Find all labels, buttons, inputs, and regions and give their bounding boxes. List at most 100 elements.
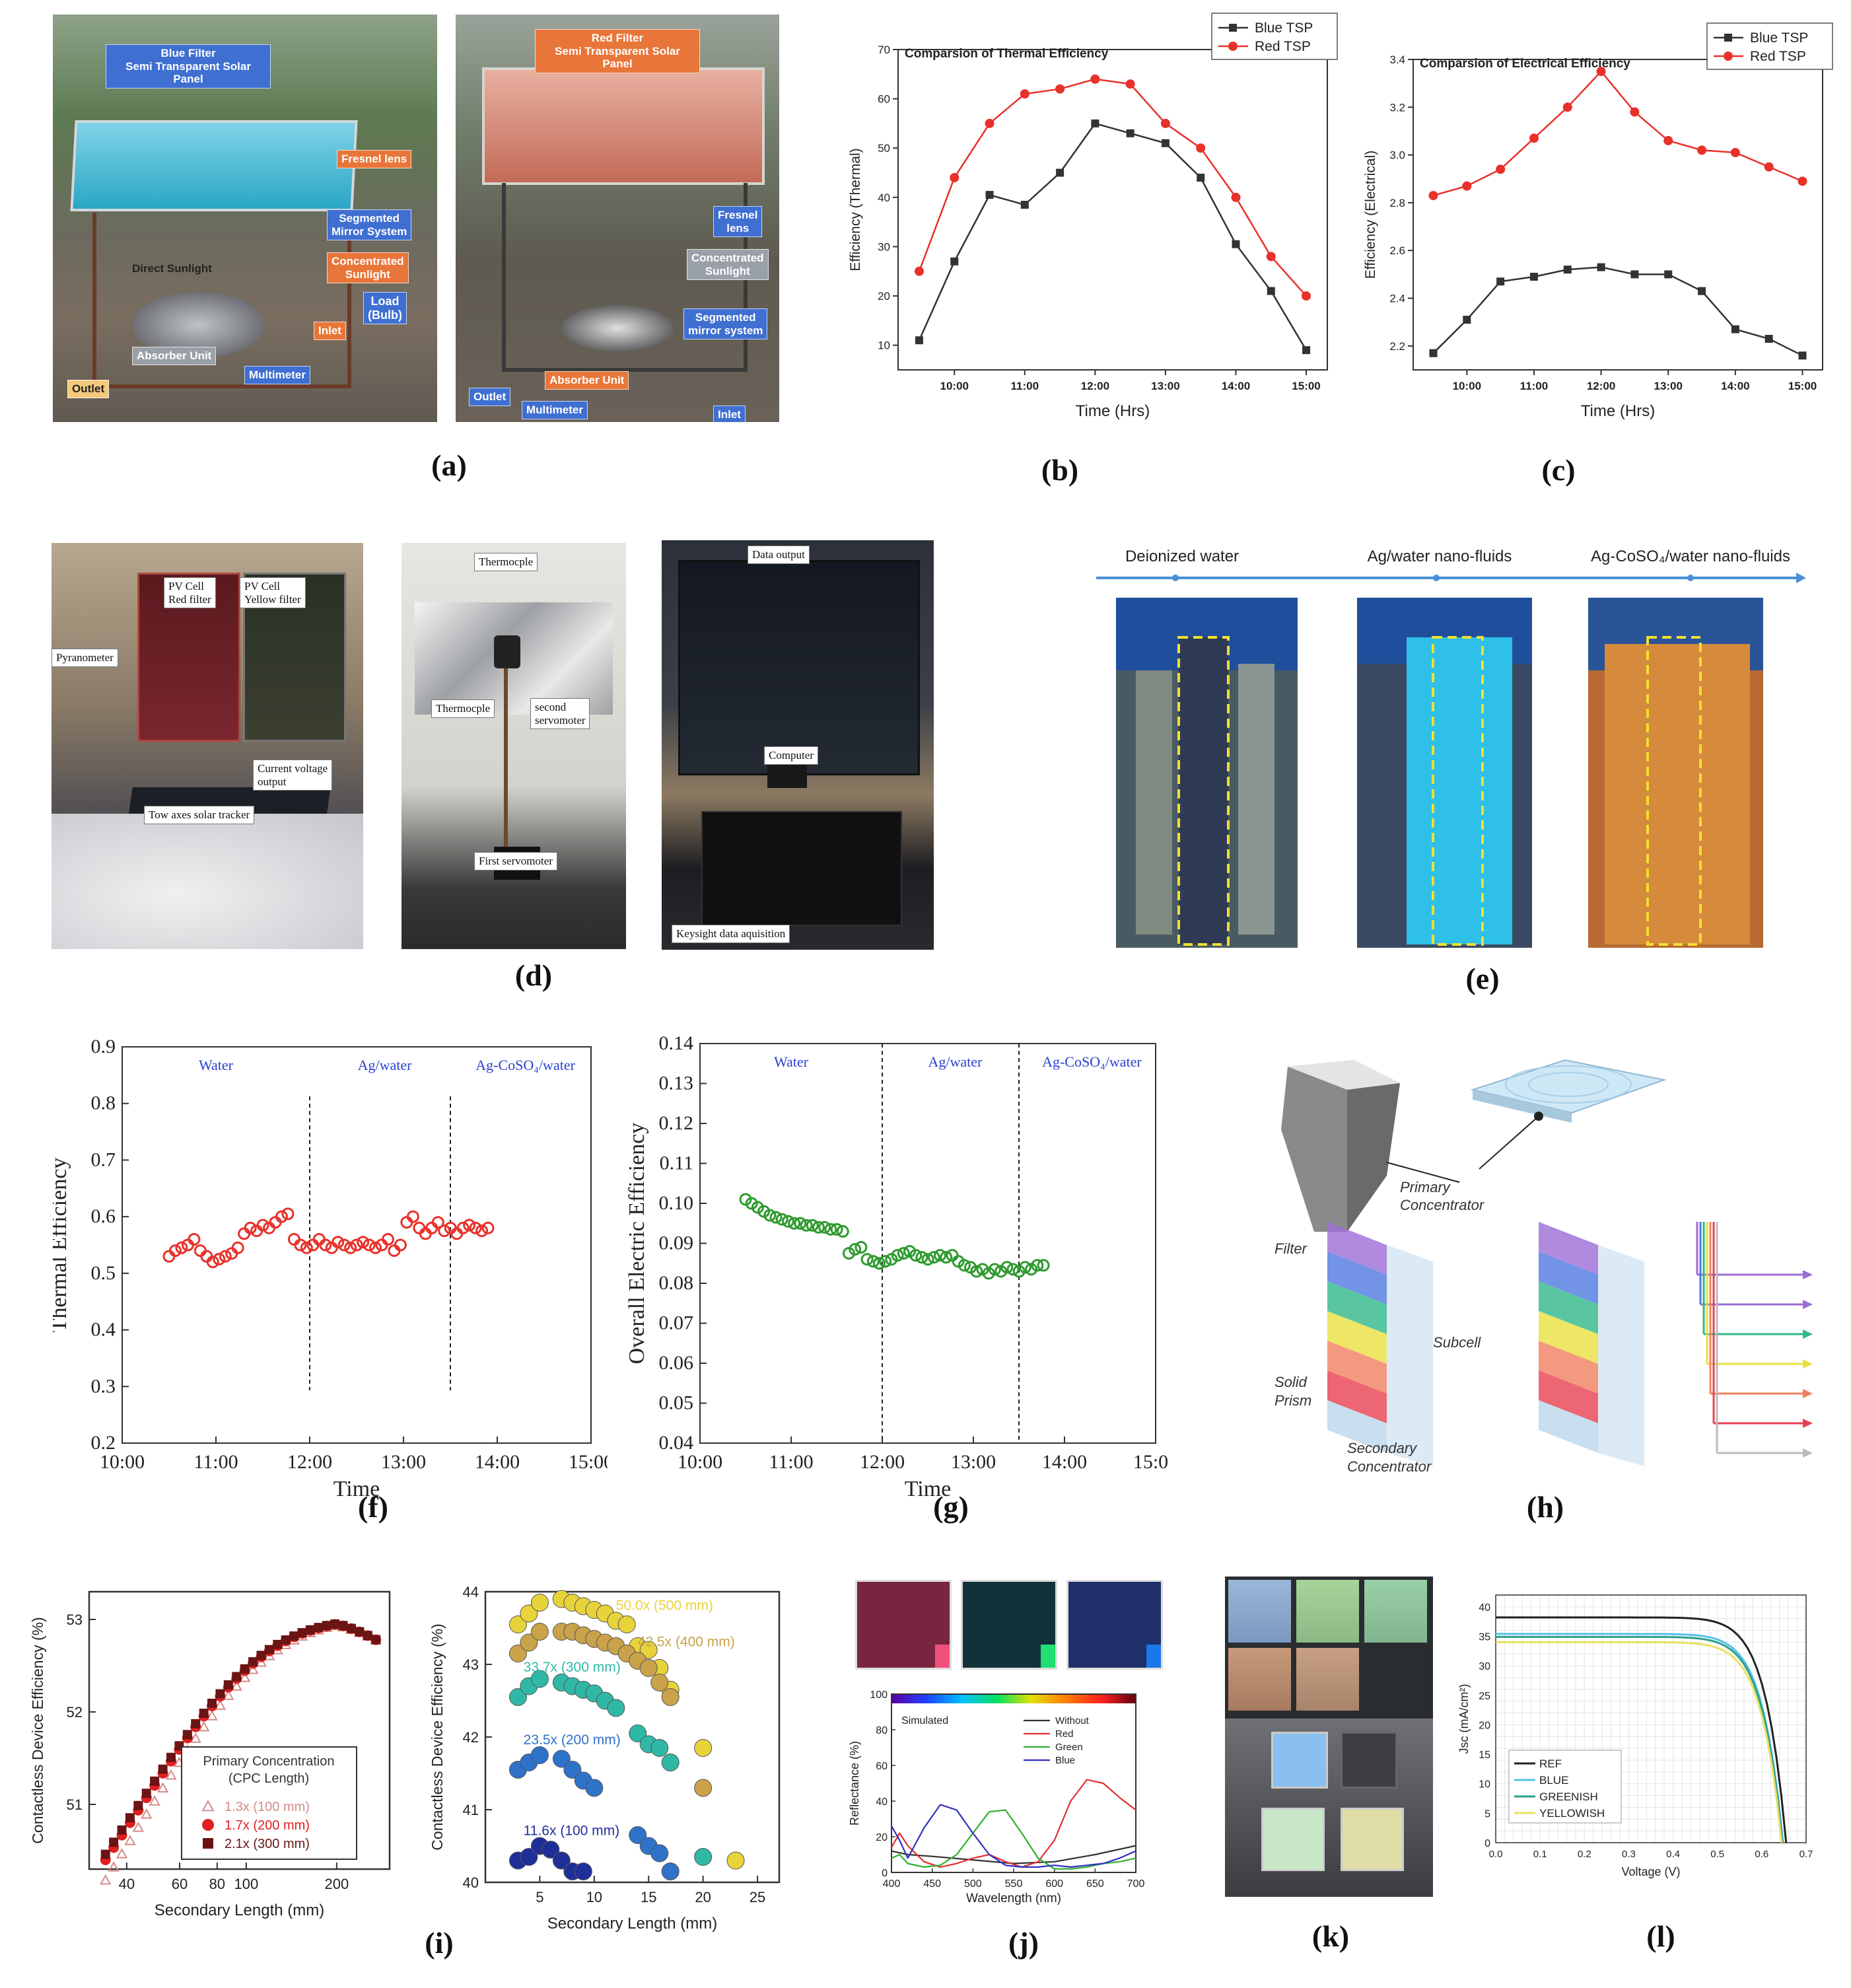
data-point bbox=[508, 1645, 527, 1662]
data-point bbox=[921, 1253, 934, 1266]
data-point bbox=[1197, 174, 1205, 182]
series-line-greenish bbox=[1496, 1635, 1784, 1843]
figure-e-nanofluids: Deionized water Ag/water nano-fluids Ag-… bbox=[1096, 548, 1806, 948]
data-point bbox=[1428, 191, 1438, 201]
x-tick-label: 13:00 bbox=[1654, 380, 1682, 392]
y-tick-label: 10 bbox=[878, 339, 890, 352]
e-label-ag-water: Ag/water nano-fluids bbox=[1368, 548, 1512, 565]
legend-label: BLUE bbox=[1539, 1774, 1568, 1787]
y-tick-label: 0.09 bbox=[659, 1232, 694, 1254]
data-point bbox=[363, 1631, 372, 1641]
x-tick-label: 15:00 bbox=[1133, 1451, 1169, 1473]
data-point bbox=[629, 1724, 647, 1742]
series-line-red-tsp bbox=[1433, 70, 1803, 197]
data-point bbox=[182, 1730, 192, 1740]
legend-label: YELLOWISH bbox=[1539, 1807, 1605, 1820]
legend-label: Blue TSP bbox=[1255, 20, 1313, 36]
x-tick-label: 12:00 bbox=[1587, 380, 1615, 392]
chart-i2-secondary-length-linear: 40 41 42 43 44 5 10 15 20 25 Secondary Length (mm)… bbox=[429, 1584, 781, 1933]
series-line-yellowish bbox=[1496, 1641, 1783, 1843]
data-point bbox=[125, 1813, 135, 1823]
x-tick-label: 15:00 bbox=[569, 1451, 608, 1473]
x-tick-label: 100 bbox=[234, 1876, 259, 1892]
y-tick-label: 30 bbox=[1479, 1661, 1490, 1672]
data-point bbox=[629, 1826, 647, 1844]
y-tick-label: 40 bbox=[876, 1796, 888, 1808]
data-point bbox=[650, 1844, 669, 1863]
panel-label-f: (f) bbox=[358, 1490, 388, 1524]
data-point bbox=[891, 1249, 904, 1262]
tag-absorber-unit-right: Absorber Unit bbox=[545, 371, 629, 390]
data-point bbox=[300, 1241, 313, 1254]
data-point bbox=[520, 1848, 538, 1866]
y-axis-label: Contactless Device Efficiency (%) bbox=[29, 1617, 46, 1843]
data-point bbox=[985, 191, 994, 199]
data-point bbox=[1267, 287, 1275, 295]
data-point bbox=[552, 1750, 571, 1768]
x-axis-label: Time (Hrs) bbox=[1076, 402, 1150, 420]
plot-frame bbox=[1413, 59, 1823, 371]
x-tick-label: 11:00 bbox=[1520, 380, 1549, 392]
spectral-rays bbox=[1696, 1222, 1813, 1458]
region-label: Ag/water bbox=[358, 1057, 413, 1073]
series-line-green bbox=[891, 1809, 1136, 1870]
series-label: 42.5x (400 mm) bbox=[638, 1635, 735, 1650]
chart-g-electric-efficiency-time: 0.04 0.05 0.06 0.07 0.08 0.09 0.10 0.11 0.12 0.13… bbox=[625, 1032, 1169, 1501]
data-point bbox=[1020, 89, 1030, 99]
x-tick-label: 700 bbox=[1127, 1878, 1145, 1890]
data-point bbox=[264, 1645, 274, 1654]
region-label: Ag-CoSO₄/water bbox=[475, 1057, 575, 1073]
y-tick-label: 0.07 bbox=[659, 1312, 694, 1334]
data-point bbox=[124, 1835, 136, 1845]
data-point bbox=[1055, 84, 1065, 94]
data-point bbox=[1798, 351, 1807, 360]
data-point bbox=[207, 1698, 217, 1708]
y-tick-label: 0.08 bbox=[659, 1272, 694, 1294]
data-point bbox=[132, 1822, 145, 1832]
data-point bbox=[381, 1232, 394, 1246]
legend-label: 2.1x (300 mm) bbox=[225, 1837, 310, 1851]
data-point bbox=[520, 1633, 538, 1652]
x-tick-label: 11:00 bbox=[769, 1451, 813, 1473]
data-point bbox=[141, 1789, 151, 1798]
x-tick-label: 0.3 bbox=[1622, 1849, 1636, 1860]
data-point bbox=[213, 1252, 226, 1265]
y-tick-label: 0.04 bbox=[659, 1432, 694, 1454]
filter-stack-right bbox=[1539, 1222, 1644, 1466]
data-point bbox=[1529, 133, 1539, 143]
y-tick-label: 52 bbox=[67, 1704, 83, 1721]
region-label: Water bbox=[774, 1053, 809, 1070]
y-axis-label: Efficiency (Electrical) bbox=[1363, 151, 1378, 279]
data-point bbox=[661, 1688, 680, 1706]
legend-marker bbox=[1228, 42, 1238, 51]
h-label-solid-line1: Solid bbox=[1275, 1374, 1308, 1390]
data-point bbox=[116, 1848, 128, 1859]
x-tick-label: 10:00 bbox=[940, 380, 969, 392]
panel-label-h: (h) bbox=[1526, 1490, 1564, 1524]
data-point bbox=[165, 1769, 177, 1780]
series-label: 50.0x (500 mm) bbox=[616, 1598, 713, 1614]
region-label: Ag/water bbox=[928, 1053, 983, 1070]
j-sample-blue bbox=[1066, 1580, 1163, 1670]
data-point bbox=[1160, 118, 1170, 128]
photo-k-colored-cells bbox=[1225, 1577, 1433, 1897]
y-tick-label: 10 bbox=[1479, 1779, 1490, 1791]
data-point bbox=[824, 1223, 837, 1236]
data-point bbox=[289, 1631, 299, 1641]
chart-title: Comparsion of Thermal Efficiency bbox=[905, 47, 1109, 61]
y-tick-label: 42 bbox=[463, 1729, 479, 1746]
x-tick-label: 0.5 bbox=[1710, 1849, 1724, 1860]
tag-red-filter: Red Filter Semi Transparent Solar Panel bbox=[535, 29, 700, 73]
data-point bbox=[100, 1849, 110, 1859]
y-tick-label: 2.8 bbox=[1389, 197, 1405, 209]
primary-concentrator-lens bbox=[1470, 1059, 1667, 1123]
x-tick-label: 15 bbox=[641, 1889, 656, 1905]
data-point bbox=[508, 1688, 527, 1706]
label-first-servomoter: First servomoter bbox=[474, 852, 557, 870]
data-point bbox=[1462, 181, 1472, 191]
data-point bbox=[530, 1746, 549, 1764]
legend-label: GREENISH bbox=[1539, 1791, 1598, 1803]
data-point bbox=[800, 1219, 813, 1232]
h-label-solid-line2: Prism bbox=[1275, 1392, 1311, 1409]
data-point bbox=[950, 257, 959, 266]
